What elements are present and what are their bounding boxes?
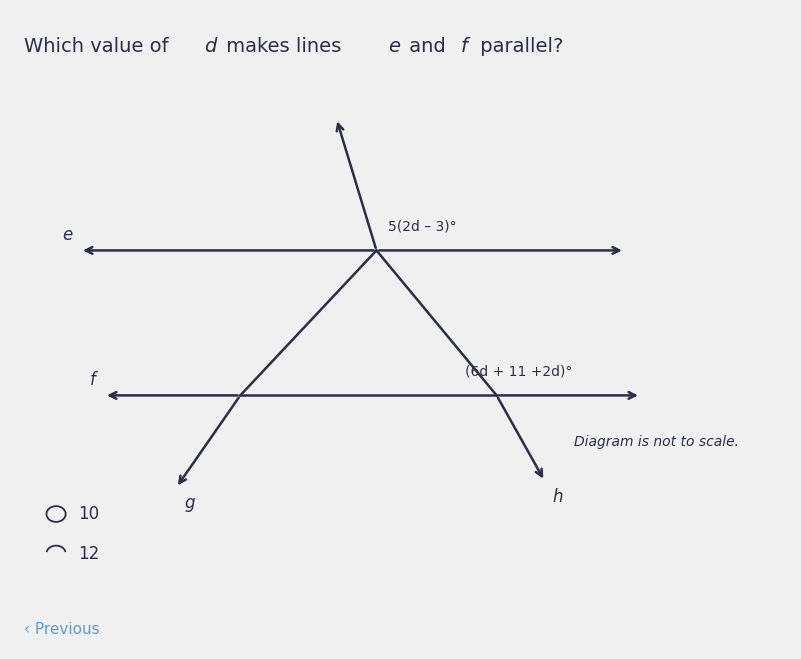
- Text: ‹ Previous: ‹ Previous: [24, 622, 99, 637]
- Text: e: e: [388, 37, 400, 55]
- Text: (6d + 11 +2d)°: (6d + 11 +2d)°: [465, 365, 572, 379]
- Text: e: e: [62, 226, 72, 244]
- Text: Which value of: Which value of: [24, 37, 175, 55]
- Text: g: g: [184, 494, 195, 512]
- Text: parallel?: parallel?: [474, 37, 564, 55]
- Text: d: d: [204, 37, 216, 55]
- Text: 10: 10: [78, 505, 99, 523]
- Text: f: f: [461, 37, 468, 55]
- Text: f: f: [91, 371, 96, 389]
- Text: 12: 12: [78, 544, 99, 563]
- Text: Diagram is not to scale.: Diagram is not to scale.: [574, 434, 739, 449]
- Text: makes lines: makes lines: [220, 37, 348, 55]
- Text: 5(2d – 3)°: 5(2d – 3)°: [388, 220, 457, 234]
- Text: and: and: [403, 37, 452, 55]
- Text: h: h: [553, 488, 563, 505]
